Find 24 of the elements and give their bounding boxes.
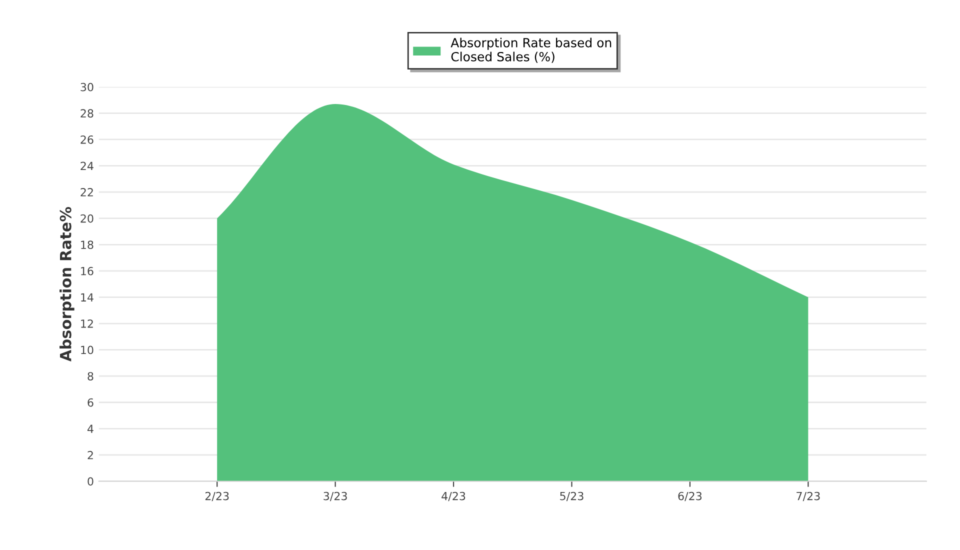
y-tick-label: 30 (80, 82, 94, 92)
x-tick-label: 5/23 (560, 492, 584, 502)
y-tick-label: 8 (88, 372, 94, 380)
y-tick-label: 18 (81, 240, 94, 250)
x-tick-label: 7/23 (796, 492, 820, 502)
y-tick-label: 0 (88, 477, 94, 486)
y-tick-label: 10 (81, 346, 94, 354)
y-tick-label: 12 (81, 319, 93, 328)
y-tick-label: 28 (80, 109, 94, 118)
y-axis-title: Absorption Rate% (60, 207, 74, 362)
y-tick-label: 26 (80, 135, 94, 144)
x-tick-label: 2/23 (205, 492, 229, 502)
x-tick-label: 6/23 (678, 492, 702, 502)
legend-label: Absorption Rate based on Closed Sales (%) (450, 38, 612, 63)
x-tick-label: 4/23 (442, 492, 466, 502)
x-tick-label: 3/23 (324, 492, 347, 502)
y-tick-label: 24 (80, 162, 94, 170)
y-tick-label: 6 (88, 398, 94, 407)
y-tick-label: 14 (81, 293, 94, 302)
y-tick-label: 20 (80, 214, 94, 223)
y-tick-label: 16 (81, 266, 94, 276)
y-tick-label: 22 (80, 188, 93, 196)
y-tick-label: 2 (88, 450, 93, 460)
y-tick-label: 4 (87, 424, 94, 433)
